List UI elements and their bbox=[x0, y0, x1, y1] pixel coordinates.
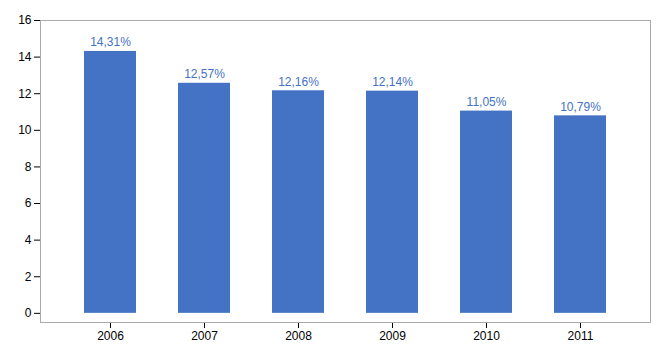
svg-text:11,05%: 11,05% bbox=[467, 95, 507, 109]
svg-text:4: 4 bbox=[25, 233, 32, 247]
svg-text:8: 8 bbox=[25, 160, 32, 174]
svg-text:2006: 2006 bbox=[97, 329, 124, 343]
svg-text:12,14%: 12,14% bbox=[372, 75, 413, 89]
svg-text:2010: 2010 bbox=[473, 329, 500, 343]
svg-text:0: 0 bbox=[25, 306, 32, 320]
svg-text:14: 14 bbox=[18, 50, 32, 64]
svg-text:6: 6 bbox=[25, 196, 32, 210]
svg-text:10: 10 bbox=[18, 123, 32, 137]
svg-text:2: 2 bbox=[25, 270, 32, 284]
svg-text:2008: 2008 bbox=[285, 329, 312, 343]
svg-text:10,79%: 10,79% bbox=[560, 100, 601, 114]
svg-text:12,57%: 12,57% bbox=[184, 67, 225, 81]
svg-text:2007: 2007 bbox=[191, 329, 218, 343]
svg-text:2009: 2009 bbox=[379, 329, 406, 343]
svg-text:12,16%: 12,16% bbox=[278, 75, 319, 89]
svg-text:16: 16 bbox=[18, 13, 32, 27]
svg-text:2011: 2011 bbox=[568, 329, 594, 343]
svg-text:12: 12 bbox=[18, 87, 32, 101]
svg-text:14,31%: 14,31% bbox=[90, 35, 131, 49]
